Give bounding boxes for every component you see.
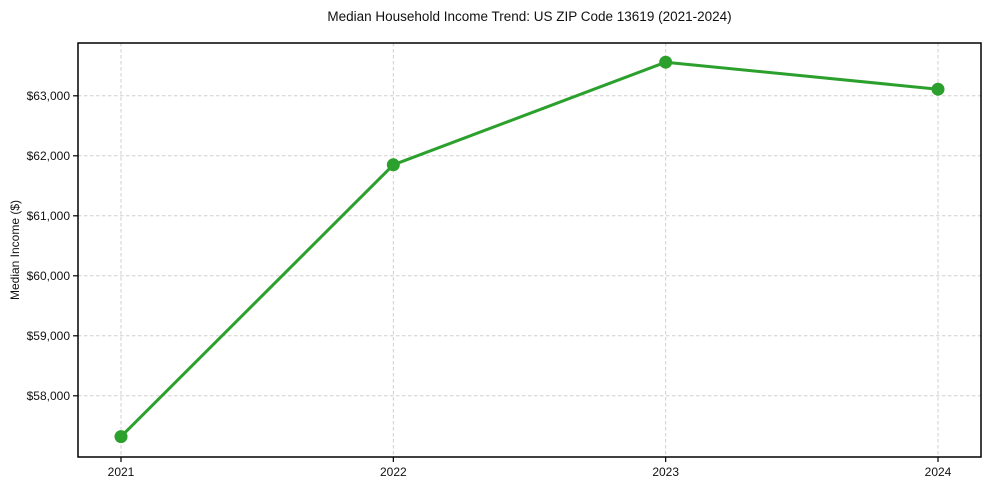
- series-line: [119, 60, 940, 439]
- y-tick-label: $60,000: [27, 269, 71, 283]
- data-point-marker: [386, 158, 400, 172]
- y-tick-label: $59,000: [27, 329, 71, 343]
- x-tick-label: 2023: [652, 465, 679, 479]
- x-tick-label: 2022: [380, 465, 407, 479]
- plot-frame: [77, 42, 982, 458]
- data-point-marker: [114, 430, 128, 444]
- data-point-marker: [659, 55, 673, 69]
- y-tick-label: $61,000: [27, 209, 71, 223]
- data-point-marker: [931, 82, 945, 96]
- chart-title: Median Household Income Trend: US ZIP Co…: [327, 9, 732, 24]
- y-tick-label: $63,000: [27, 89, 71, 103]
- y-tick-label: $62,000: [27, 149, 71, 163]
- x-tick-label: 2021: [108, 465, 135, 479]
- y-tick-label: $58,000: [27, 389, 71, 403]
- x-tick-label: 2024: [925, 465, 952, 479]
